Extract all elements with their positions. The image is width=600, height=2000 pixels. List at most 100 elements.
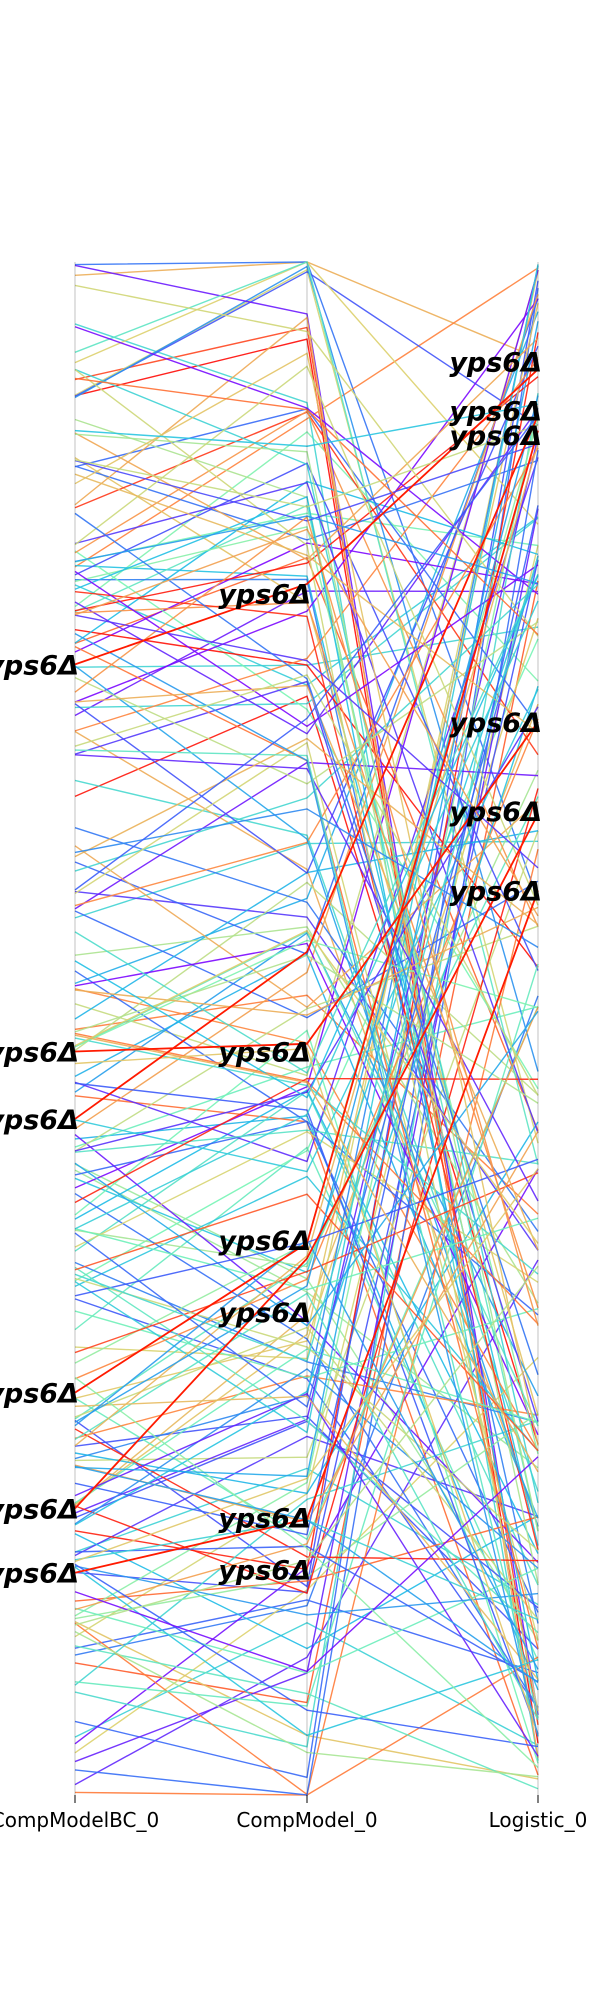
series-line bbox=[74, 459, 539, 541]
series-line bbox=[74, 1599, 539, 1674]
series-line bbox=[74, 1420, 539, 1686]
series-line bbox=[74, 1047, 539, 1736]
series-line bbox=[74, 1006, 539, 1611]
series-lines bbox=[74, 261, 539, 1796]
annotation-label: yps6Δ bbox=[218, 1298, 311, 1329]
annotation-label: yps6Δ bbox=[218, 1037, 311, 1068]
series-line bbox=[74, 1217, 539, 1291]
series-line bbox=[74, 443, 539, 522]
series-line bbox=[74, 407, 539, 1617]
annotation-label: yps6Δ bbox=[449, 348, 542, 379]
series-line bbox=[74, 926, 539, 1304]
series-line bbox=[74, 953, 539, 1519]
series-line bbox=[74, 695, 539, 1445]
series-line bbox=[74, 264, 539, 1434]
series-line bbox=[74, 264, 539, 1715]
series-line bbox=[74, 321, 539, 1478]
annotation-label: yps6Δ bbox=[0, 650, 79, 681]
series-line bbox=[74, 447, 539, 907]
series-line bbox=[74, 368, 539, 1504]
axis-label: CompModel_0 bbox=[236, 1808, 377, 1832]
axes: CompModelBC_0 CompModel_0 Logistic_0 bbox=[0, 262, 587, 1832]
series-line bbox=[74, 801, 539, 1009]
series-line bbox=[74, 881, 539, 1096]
series-line bbox=[74, 288, 539, 1779]
series-line bbox=[74, 512, 539, 1376]
series-line bbox=[74, 665, 539, 1527]
series-line bbox=[74, 1621, 539, 1780]
series-line bbox=[74, 718, 539, 1380]
series-line bbox=[74, 542, 539, 653]
highlighted-line bbox=[74, 721, 539, 1053]
series-line bbox=[74, 332, 539, 1571]
series-line bbox=[74, 564, 539, 728]
series-line bbox=[74, 1645, 539, 1790]
series-line bbox=[74, 749, 539, 1719]
series-line bbox=[74, 1168, 539, 1563]
series-line bbox=[74, 1630, 539, 1778]
series-line bbox=[74, 703, 539, 1506]
annotation-label: yps6Δ bbox=[218, 1556, 311, 1587]
annotation-label: yps6Δ bbox=[449, 797, 542, 828]
series-line bbox=[74, 1375, 539, 1439]
series-line bbox=[74, 1516, 539, 1602]
series-line bbox=[74, 684, 539, 1251]
annotation-label: yps6Δ bbox=[0, 1037, 79, 1068]
series-line bbox=[74, 614, 539, 869]
series-line bbox=[74, 504, 539, 1532]
series-line bbox=[74, 1259, 539, 1786]
series-line bbox=[74, 1456, 539, 1673]
series-line bbox=[74, 365, 539, 906]
series-line bbox=[74, 284, 539, 637]
series-line bbox=[74, 410, 539, 927]
highlighted-line bbox=[74, 890, 539, 1574]
series-line bbox=[74, 600, 539, 1230]
series-line bbox=[74, 970, 539, 1613]
series-line bbox=[74, 377, 539, 636]
series-line bbox=[74, 556, 539, 1362]
series-line bbox=[74, 632, 539, 1737]
series-line bbox=[74, 559, 539, 1274]
series-line bbox=[74, 925, 539, 1152]
annotation-label: yps6Δ bbox=[449, 421, 542, 452]
annotations: yps6Δyps6Δyps6Δyps6Δyps6Δyps6Δyps6Δyps6Δ… bbox=[0, 348, 542, 1590]
series-line bbox=[74, 601, 539, 1309]
series-line bbox=[74, 590, 539, 1551]
highlighted-line bbox=[74, 430, 539, 1394]
series-line bbox=[74, 1565, 539, 1616]
series-line bbox=[74, 528, 539, 917]
series-line bbox=[74, 261, 539, 359]
annotation-label: yps6Δ bbox=[0, 1559, 79, 1590]
series-line bbox=[74, 1392, 539, 1757]
series-line bbox=[74, 590, 539, 717]
axis-label: CompModelBC_0 bbox=[0, 1808, 159, 1832]
series-line bbox=[74, 269, 539, 1077]
highlighted-line bbox=[74, 813, 539, 1509]
annotation-label: yps6Δ bbox=[0, 1379, 79, 1410]
series-line bbox=[74, 826, 539, 1232]
series-line bbox=[74, 302, 539, 1505]
series-line bbox=[74, 443, 539, 1447]
annotation-label: yps6Δ bbox=[218, 1504, 311, 1535]
series-line bbox=[74, 929, 539, 1244]
series-line bbox=[74, 473, 539, 734]
series-line bbox=[74, 638, 539, 1282]
series-line bbox=[74, 1563, 539, 1748]
series-line bbox=[74, 481, 539, 1134]
annotation-label: yps6Δ bbox=[449, 708, 542, 739]
series-line bbox=[74, 1029, 539, 1764]
series-line bbox=[74, 1395, 539, 1680]
series-line bbox=[74, 1034, 539, 1473]
annotation-label: yps6Δ bbox=[449, 397, 542, 428]
axis-label: Logistic_0 bbox=[489, 1808, 588, 1832]
highlighted-line bbox=[74, 414, 539, 1120]
series-line bbox=[74, 270, 539, 426]
series-line bbox=[74, 368, 539, 1712]
annotation-label: yps6Δ bbox=[0, 1494, 79, 1525]
series-line bbox=[74, 1545, 539, 1683]
series-line bbox=[74, 1130, 539, 1283]
series-line bbox=[74, 575, 539, 1099]
series-line bbox=[74, 880, 539, 1019]
series-line bbox=[74, 414, 539, 891]
series-line bbox=[74, 1412, 539, 1620]
